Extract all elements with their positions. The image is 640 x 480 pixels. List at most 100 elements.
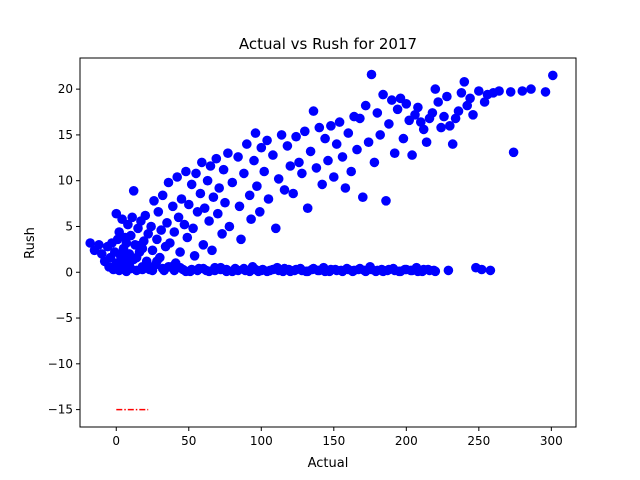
y-axis: −15 −10 −5 0 5 10 15 20: [48, 82, 80, 417]
data-point: [249, 155, 259, 166]
data-point: [326, 121, 336, 131]
data-point: [213, 208, 223, 219]
data-point: [453, 106, 464, 116]
data-point: [340, 183, 351, 193]
data-point: [294, 157, 304, 168]
data-point: [168, 201, 178, 212]
data-point: [233, 152, 243, 162]
data-point: [149, 196, 159, 206]
data-point: [474, 86, 484, 96]
data-point: [392, 104, 403, 115]
data-point: [317, 179, 328, 190]
data-point: [133, 240, 143, 251]
x-tick-label: 300: [540, 434, 563, 448]
chart-title: Actual vs Rush for 2017: [239, 35, 417, 53]
data-point: [476, 264, 487, 275]
data-point: [288, 188, 299, 199]
data-point: [128, 186, 139, 196]
data-point: [459, 77, 470, 87]
data-point: [224, 221, 235, 232]
data-point: [285, 161, 296, 171]
data-point: [297, 168, 307, 179]
data-point: [271, 223, 281, 234]
data-point: [97, 249, 107, 259]
data-point: [465, 93, 475, 104]
data-point: [346, 166, 357, 177]
data-point: [300, 126, 310, 137]
data-point: [375, 130, 386, 140]
data-point: [191, 168, 201, 179]
data-point: [117, 248, 127, 258]
x-tick-label: 50: [181, 434, 196, 448]
data-point: [189, 251, 200, 261]
data-point: [291, 131, 301, 142]
data-point: [384, 119, 394, 129]
data-point: [242, 139, 252, 149]
data-point: [254, 207, 265, 217]
data-point: [302, 203, 313, 213]
data-point: [250, 128, 261, 138]
data-point: [259, 166, 270, 177]
data-point: [220, 197, 230, 208]
data-point: [169, 227, 180, 237]
data-point: [223, 148, 233, 158]
data-point: [175, 247, 185, 257]
data-point: [192, 207, 203, 217]
plot-frame: [79, 57, 577, 428]
data-point: [198, 240, 209, 250]
data-point: [360, 100, 371, 111]
data-point: [173, 212, 184, 223]
data-point: [430, 84, 441, 94]
data-point: [308, 106, 319, 116]
data-point: [147, 265, 158, 276]
data-point: [165, 238, 175, 248]
data-point: [273, 174, 284, 184]
data-point: [443, 265, 454, 276]
data-point: [239, 168, 249, 179]
data-point: [421, 137, 432, 147]
data-point: [152, 256, 162, 267]
data-point: [479, 97, 490, 107]
x-axis: 0 50 100 150 200 250 300: [112, 427, 563, 448]
data-point: [246, 214, 256, 224]
data-point: [131, 252, 142, 263]
data-point: [548, 70, 558, 81]
data-point: [199, 203, 210, 213]
data-point: [197, 157, 207, 168]
data-point: [282, 141, 293, 151]
data-point: [369, 157, 380, 168]
data-point: [204, 216, 214, 226]
data-point: [218, 164, 229, 175]
data-point: [485, 265, 496, 276]
x-tick-label: 250: [467, 434, 490, 448]
data-point: [121, 238, 132, 248]
data-point: [450, 113, 461, 124]
data-point: [94, 240, 104, 250]
data-point: [268, 150, 278, 160]
y-tick-label: −10: [48, 357, 73, 371]
data-point: [140, 210, 151, 221]
data-point: [407, 150, 417, 160]
data-point: [279, 185, 290, 195]
data-point: [433, 97, 444, 107]
data-point: [508, 147, 519, 158]
data-point: [126, 230, 136, 241]
data-point: [112, 234, 123, 245]
data-point: [439, 111, 449, 122]
data-point: [355, 113, 365, 124]
data-point: [468, 110, 478, 120]
data-point: [410, 110, 420, 120]
data-point: [176, 194, 187, 204]
y-tick-label: 20: [58, 82, 73, 96]
data-point: [156, 225, 166, 235]
x-tick-label: 100: [250, 434, 273, 448]
data-point: [331, 139, 342, 149]
y-tick-label: 5: [65, 219, 73, 233]
data-point: [263, 194, 274, 204]
data-point: [337, 152, 348, 162]
data-point: [123, 219, 133, 230]
data-point: [85, 238, 95, 248]
data-point: [462, 100, 473, 111]
data-point: [143, 229, 153, 239]
points-layer: [85, 69, 558, 277]
